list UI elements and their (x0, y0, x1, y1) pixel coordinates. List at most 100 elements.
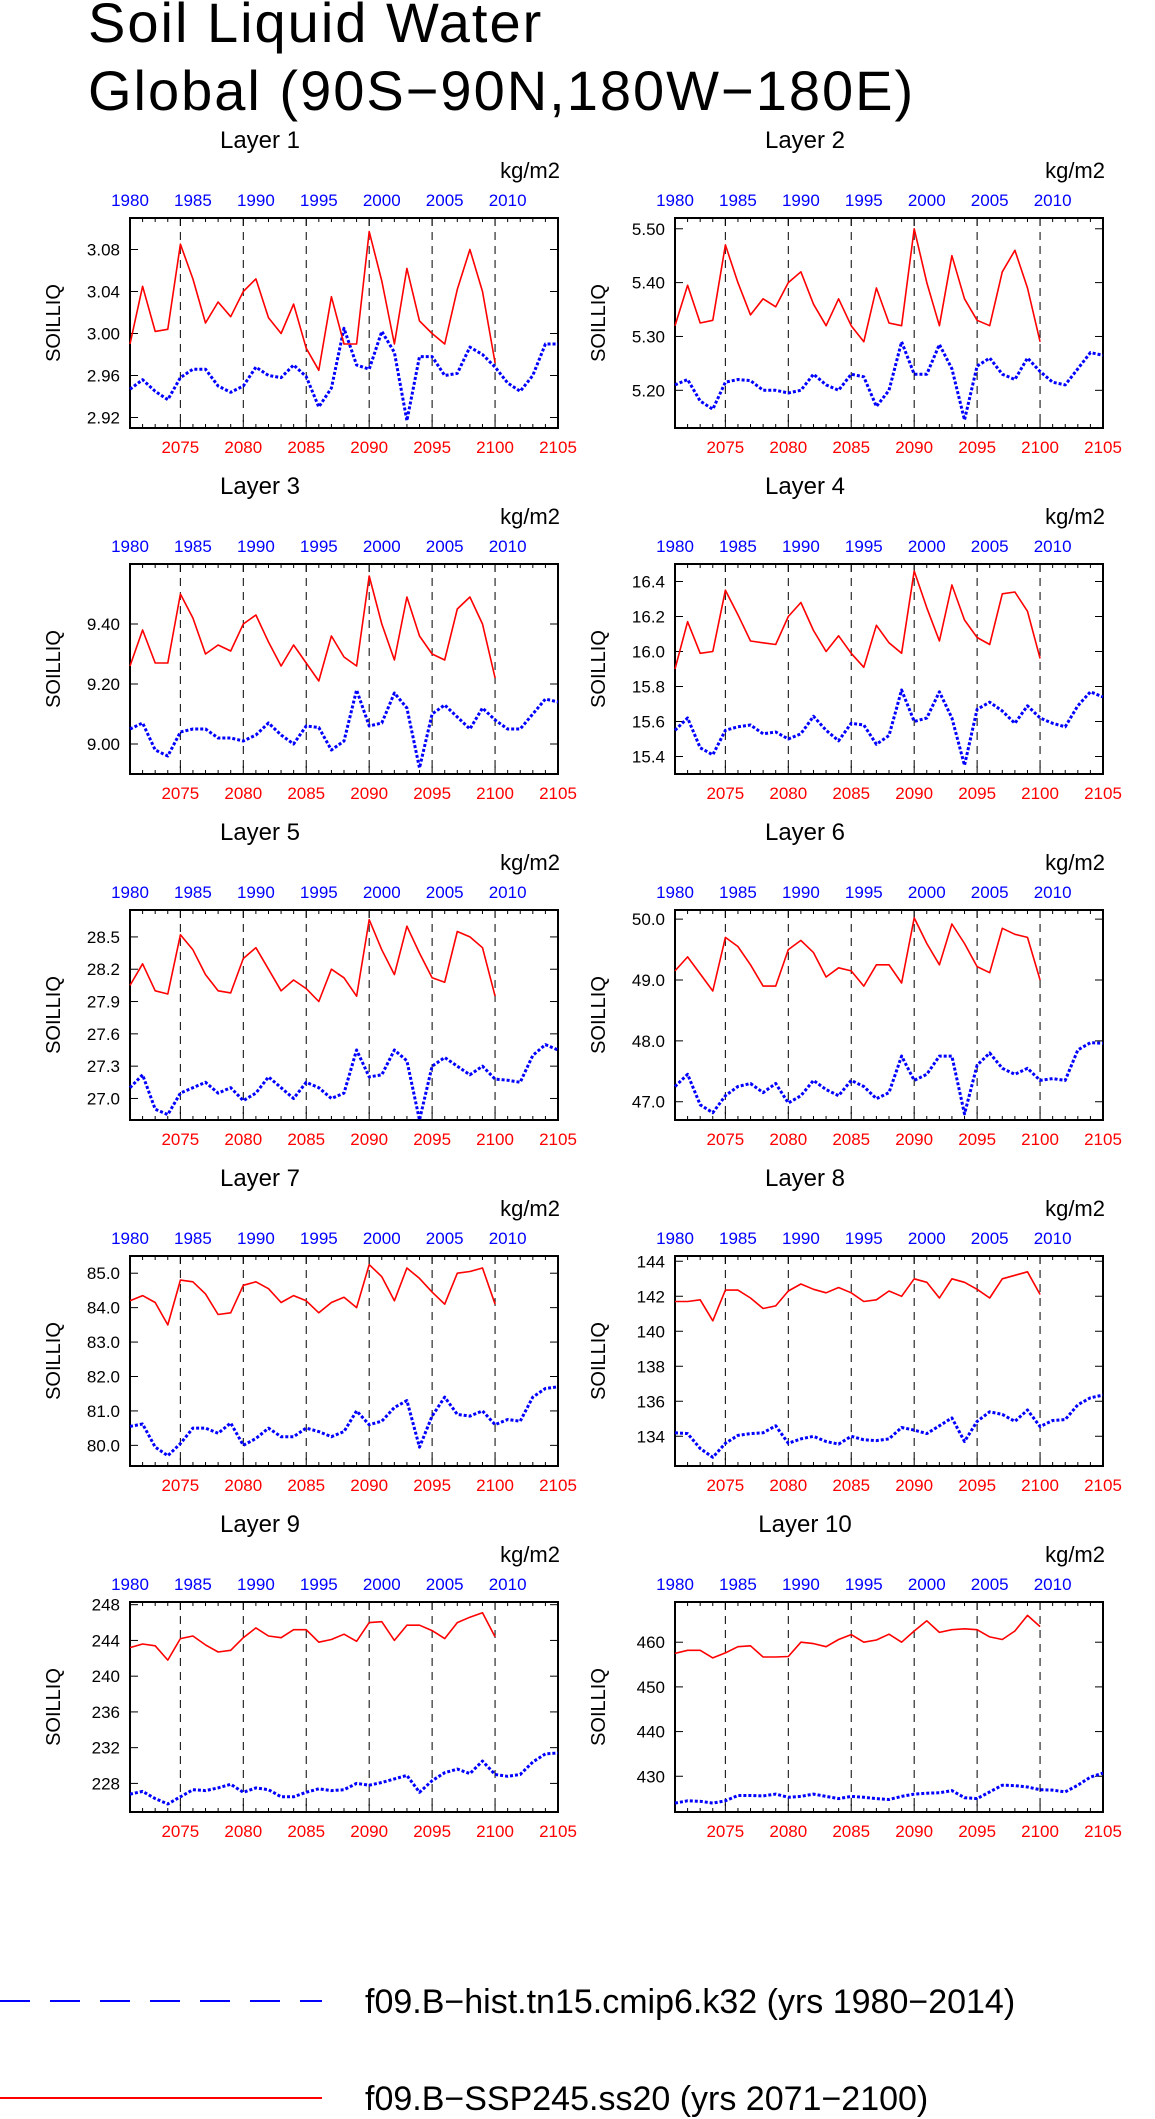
y-tick-label: 27.3 (87, 1057, 120, 1076)
plot-frame (129, 1255, 559, 1467)
y-tick-label: 82.0 (87, 1367, 120, 1386)
x-tick-label-bottom: 2090 (895, 1822, 933, 1841)
x-tick-label-bottom: 2100 (1021, 1130, 1059, 1149)
panel-layer-5: Layer 5 kg/m2 2075 2080 2085 2090 2095 2100 2105… (43, 819, 577, 1149)
series-line-historical (129, 326, 558, 423)
series-line-historical (674, 340, 1104, 422)
y-axis-label: SOILLIQ (43, 630, 65, 708)
x-tick-label-bottom: 2085 (287, 438, 325, 457)
x-tick-label-top: 1995 (300, 883, 338, 902)
x-tick-label-bottom: 2100 (476, 1130, 514, 1149)
x-tick-label-bottom: 2105 (1084, 1822, 1122, 1841)
x-tick-label-bottom: 2095 (413, 1130, 451, 1149)
y-tick-label: 5.40 (632, 274, 665, 293)
x-tick-label-bottom: 2080 (769, 1476, 807, 1495)
y-tick-label: 440 (637, 1723, 665, 1742)
x-tick-label-top: 1995 (845, 1229, 883, 1248)
units-label: kg/m2 (500, 850, 560, 875)
series-line-historical (129, 1385, 559, 1458)
series-line-future (129, 918, 496, 1003)
y-tick-label: 236 (92, 1703, 120, 1722)
panel-layer-3: Layer 3 kg/m2 2075 2080 2085 2090 2095 2100 2105… (43, 473, 577, 803)
x-tick-label-top: 1995 (300, 1229, 338, 1248)
x-tick-label-top: 2010 (1034, 883, 1072, 902)
x-tick-label-top: 2000 (908, 537, 946, 556)
x-tick-label-top: 2005 (426, 883, 464, 902)
series-line-historical (674, 1771, 1104, 1805)
x-tick-label-bottom: 2105 (539, 1822, 577, 1841)
x-tick-label-top: 1990 (237, 883, 275, 902)
y-axis-label: SOILLIQ (43, 976, 65, 1054)
y-tick-label: 50.0 (632, 910, 665, 929)
x-tick-label-top: 1980 (111, 191, 149, 210)
series-line-future (129, 1263, 496, 1326)
x-tick-label-bottom: 2090 (350, 438, 388, 457)
panel-layer-8: Layer 8 kg/m2 2075 2080 2085 2090 2095 2100 2105… (588, 1165, 1122, 1495)
x-tick-label-bottom: 2090 (895, 1130, 933, 1149)
y-tick-label: 84.0 (87, 1299, 120, 1318)
y-axis-label: SOILLIQ (43, 1322, 65, 1400)
y-tick-label: 9.20 (87, 675, 120, 694)
x-tick-label-top: 1995 (845, 537, 883, 556)
x-tick-label-bottom: 2075 (161, 1130, 199, 1149)
units-label: kg/m2 (500, 158, 560, 183)
x-tick-label-bottom: 2090 (350, 1822, 388, 1841)
x-tick-label-top: 1990 (782, 883, 820, 902)
x-tick-label-top: 1990 (782, 191, 820, 210)
x-tick-label-top: 1980 (111, 537, 149, 556)
x-tick-label-top: 2005 (971, 537, 1009, 556)
y-tick-label: 16.2 (632, 608, 665, 627)
x-tick-label-top: 1985 (719, 883, 757, 902)
x-tick-label-top: 2005 (426, 537, 464, 556)
x-tick-label-bottom: 2100 (1021, 438, 1059, 457)
x-tick-label-top: 1985 (174, 1575, 212, 1594)
x-tick-label-bottom: 2075 (706, 1130, 744, 1149)
x-tick-label-top: 2010 (1034, 537, 1072, 556)
panel-title: Layer 6 (765, 819, 845, 846)
figure-title-line1: Soil Liquid Water (88, 0, 543, 54)
x-tick-label-top: 1985 (719, 537, 757, 556)
x-tick-label-top: 1995 (300, 537, 338, 556)
y-axis-label: SOILLIQ (43, 284, 65, 362)
panel-layer-7: Layer 7 kg/m2 2075 2080 2085 2090 2095 2100 2105… (43, 1165, 577, 1495)
x-tick-label-bottom: 2095 (413, 1822, 451, 1841)
x-tick-label-top: 1985 (174, 883, 212, 902)
x-tick-label-bottom: 2100 (1021, 784, 1059, 803)
y-tick-label: 15.4 (632, 748, 665, 767)
series-line-future (129, 230, 496, 372)
x-tick-label-top: 2000 (363, 883, 401, 902)
x-tick-label-bottom: 2075 (706, 1822, 744, 1841)
panel-title: Layer 5 (220, 819, 300, 846)
y-axis-label: SOILLIQ (588, 1668, 610, 1746)
x-tick-label-bottom: 2090 (895, 1476, 933, 1495)
x-tick-label-top: 2005 (426, 1575, 464, 1594)
y-tick-label: 140 (637, 1322, 665, 1341)
panel-title: Layer 10 (758, 1511, 851, 1538)
x-tick-label-top: 1980 (656, 1575, 694, 1594)
x-tick-label-top: 1995 (300, 191, 338, 210)
x-tick-label-top: 2000 (908, 1575, 946, 1594)
x-tick-label-bottom: 2105 (1084, 1130, 1122, 1149)
x-tick-label-top: 1985 (719, 1229, 757, 1248)
y-tick-label: 2.92 (87, 409, 120, 428)
x-tick-label-top: 2010 (489, 1575, 527, 1594)
x-tick-label-bottom: 2105 (539, 1476, 577, 1495)
series-line-future (129, 1611, 496, 1661)
x-tick-label-bottom: 2075 (161, 1822, 199, 1841)
panel-layer-6: Layer 6 kg/m2 2075 2080 2085 2090 2095 2100 2105… (588, 819, 1122, 1149)
y-tick-label: 144 (637, 1252, 665, 1271)
x-tick-label-top: 1995 (300, 1575, 338, 1594)
y-tick-label: 27.6 (87, 1025, 120, 1044)
x-tick-label-bottom: 2105 (1084, 784, 1122, 803)
x-tick-label-top: 1995 (845, 191, 883, 210)
x-tick-label-bottom: 2100 (476, 438, 514, 457)
y-tick-label: 5.50 (632, 220, 665, 239)
x-tick-label-top: 1980 (111, 1575, 149, 1594)
x-tick-label-top: 1990 (237, 537, 275, 556)
x-tick-label-top: 1985 (174, 191, 212, 210)
x-tick-label-bottom: 2080 (224, 438, 262, 457)
x-tick-label-top: 2010 (489, 537, 527, 556)
x-tick-label-top: 1985 (719, 191, 757, 210)
x-tick-label-bottom: 2090 (350, 1476, 388, 1495)
